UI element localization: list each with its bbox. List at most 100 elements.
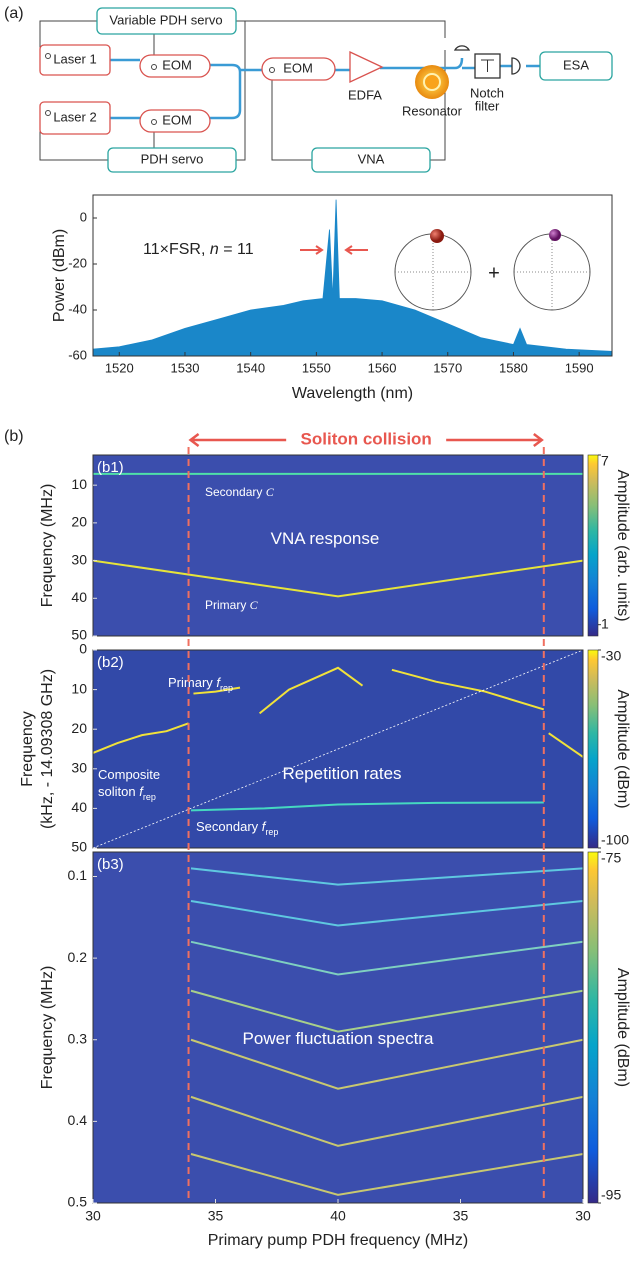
node-label: EOM (162, 57, 192, 72)
node-box (107, 147, 237, 173)
node-label: VNA (358, 151, 385, 166)
plot-frame (92, 649, 584, 849)
x-tick-label: 1520 (105, 360, 134, 375)
node-label: Notch (470, 85, 504, 100)
trace (190, 801, 544, 812)
y-axis-label: (kHz, - 14.09308 GHz) (39, 669, 56, 829)
x-tick-label: 30 (575, 1208, 591, 1224)
heatmap-background (93, 852, 583, 1203)
annotation: Secondary frep (196, 819, 278, 837)
colorbar (587, 454, 599, 637)
panel-label: (b) (4, 428, 24, 445)
annotation-part: Composite (98, 767, 160, 782)
node-box (539, 51, 613, 81)
y-tick-label: 30 (71, 551, 87, 567)
colorbar-tick-label: -100 (601, 832, 629, 848)
trace (190, 989, 584, 1033)
trace (92, 559, 584, 598)
annotation-part: VNA response (271, 529, 380, 548)
trace (190, 867, 584, 886)
annotation-part: f (139, 784, 144, 799)
colorbar-tick-label: 7 (601, 453, 609, 469)
node-label: EDFA (348, 87, 382, 102)
annotation-part: rep (143, 792, 156, 802)
trace (190, 940, 584, 976)
y-tick-label: 30 (71, 760, 87, 776)
trace (548, 732, 584, 758)
y-tick-label: -40 (68, 301, 87, 316)
diagram (39, 7, 613, 173)
node-label: Variable PDH servo (109, 12, 222, 27)
node-label: PDH servo (141, 151, 204, 166)
node-box (311, 147, 431, 173)
y-tick-label: 40 (71, 589, 87, 605)
edfa (349, 50, 384, 84)
y-tick-label: 20 (71, 720, 87, 736)
diagram-wiring (39, 20, 540, 161)
trace (190, 1153, 584, 1196)
trace (193, 666, 545, 715)
annotation: soliton frep (98, 784, 156, 802)
colorbar-tick-label: -95 (601, 1187, 621, 1203)
arrow (344, 245, 368, 255)
x-tick-label: 40 (330, 1208, 346, 1224)
panel-label: (b1) (97, 459, 124, 476)
resonator-core (423, 73, 441, 91)
annotation-part: soliton (98, 784, 139, 799)
annotation: Composite (98, 767, 160, 782)
annotation-part: = 11 (219, 241, 254, 258)
trace (190, 1095, 584, 1147)
annotation: Primary frep (168, 675, 233, 693)
annotation-part: C (266, 485, 275, 499)
heatmap-background (93, 455, 583, 636)
colorbar-tick-label: 1 (601, 615, 609, 631)
annotation-part: Secondary (196, 819, 262, 834)
node-label: ESA (563, 57, 589, 72)
plot-frame (92, 454, 584, 637)
x-tick-label: 1540 (236, 360, 265, 375)
annotation-part: C (250, 598, 259, 612)
x-tick-label: 1560 (368, 360, 397, 375)
annotation: Primary C (205, 598, 259, 612)
colorbar-label: Amplitude (dBm) (614, 689, 631, 808)
collision-label: Soliton collision (301, 429, 432, 448)
panel-label: (b3) (97, 856, 124, 873)
arrow (300, 245, 324, 255)
y-tick-label: 10 (71, 476, 87, 492)
annotation-part: rep (265, 827, 278, 837)
node-label: Laser 1 (53, 51, 96, 66)
annotation-part: Repetition rates (282, 764, 401, 783)
y-tick-label: 0.5 (68, 1194, 88, 1210)
annotation: 11×FSR, n = 11 (143, 241, 254, 258)
x-tick-label: 1570 (433, 360, 462, 375)
trace (92, 649, 584, 849)
y-tick-label: 0.3 (68, 1030, 88, 1046)
detector (511, 57, 521, 75)
x-tick-label: 1580 (499, 360, 528, 375)
annotation-part: f (262, 819, 267, 834)
node-box (261, 57, 336, 81)
node-box (96, 7, 237, 35)
bloch-spheres (394, 229, 591, 311)
colorbar-label: Amplitude (arb. units) (614, 469, 631, 621)
y-tick-label: 40 (71, 799, 87, 815)
panel-label: (b2) (97, 654, 124, 671)
trace (190, 899, 584, 927)
y-tick-label: 0.4 (68, 1112, 88, 1128)
colorbar-tick-label: -30 (601, 648, 621, 664)
annotation-part: f (216, 675, 221, 690)
annotation-part: Secondary (205, 485, 266, 499)
annotation-part: n (210, 241, 219, 258)
panel-label: (a) (4, 5, 24, 22)
x-tick-label: 1590 (565, 360, 594, 375)
annotation: Secondary C (205, 485, 275, 499)
annotation-part: Primary (168, 675, 216, 690)
trace (92, 722, 189, 754)
y-tick-label: 10 (71, 680, 87, 696)
spectrum-area (92, 199, 613, 357)
y-tick-label: -20 (68, 255, 87, 270)
node-label: Laser 2 (53, 109, 96, 124)
y-axis-label: Frequency (MHz) (39, 484, 56, 608)
y-tick-label: 0.2 (68, 949, 88, 965)
